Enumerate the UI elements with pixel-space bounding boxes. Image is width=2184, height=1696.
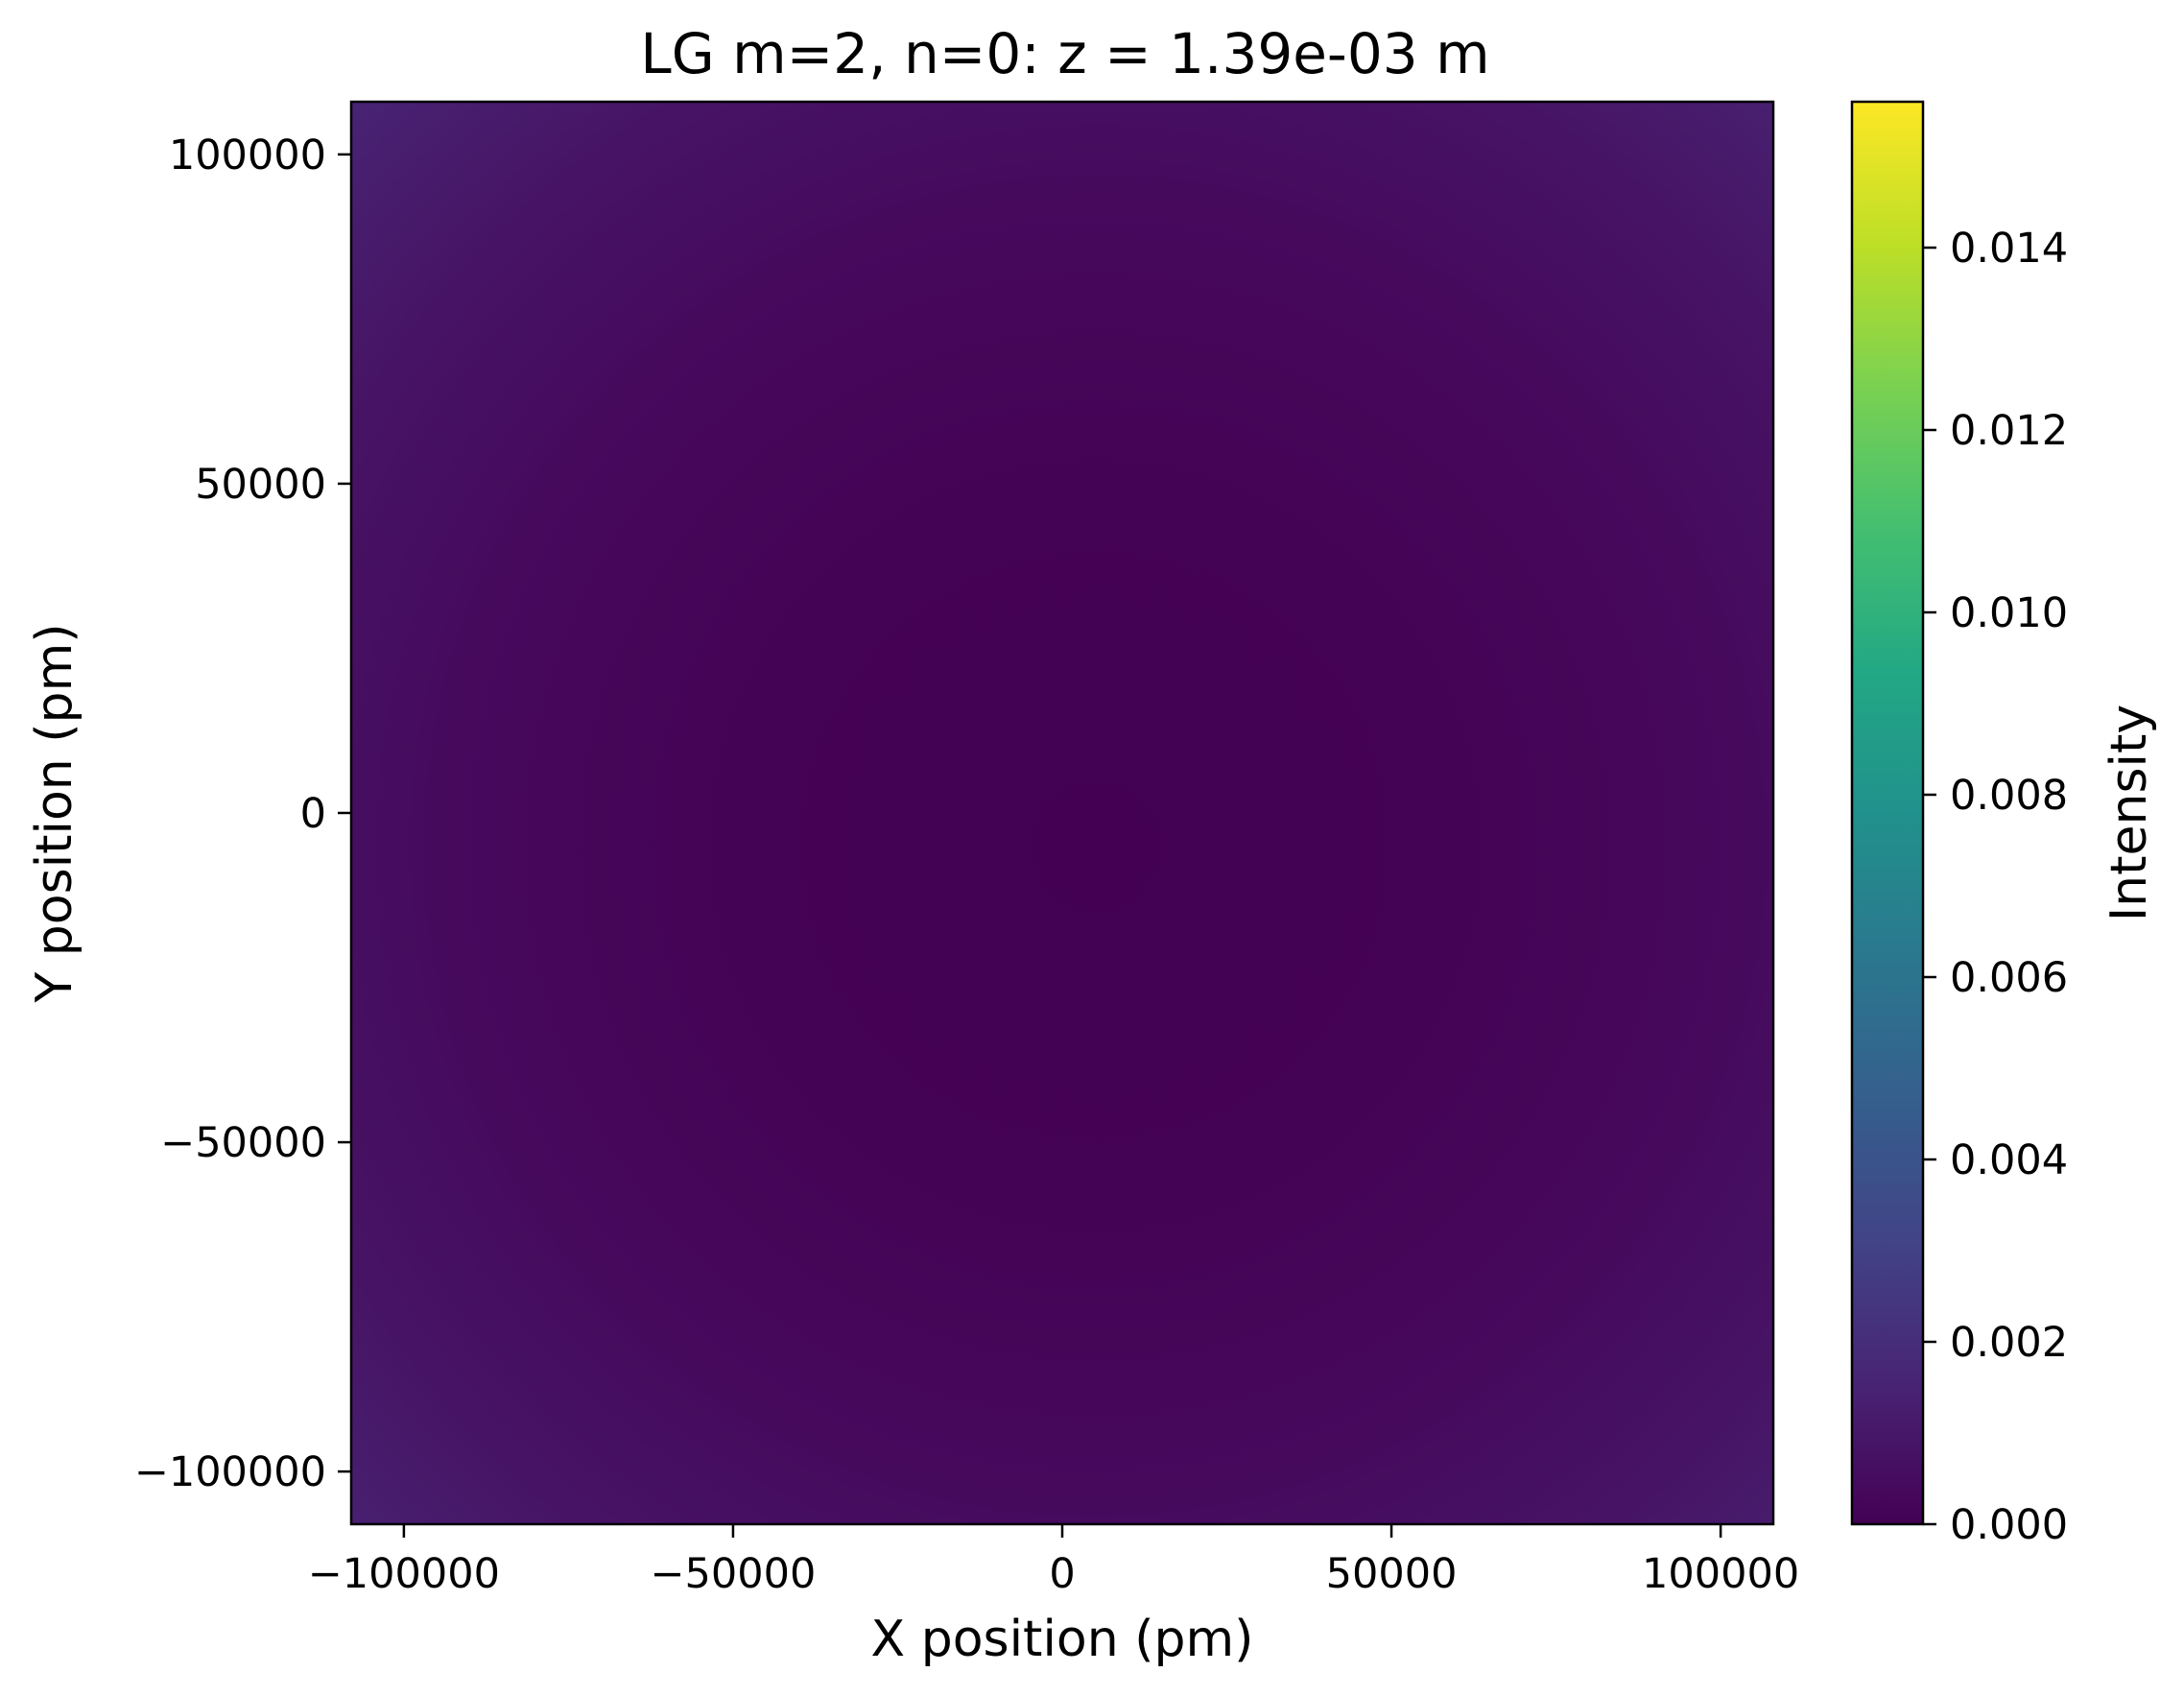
x-tick-label: −50000: [651, 1550, 817, 1598]
colorbar-tick-label: 0.012: [1950, 407, 2068, 455]
colorbar-ticks: 0.000 0.002 0.004 0.006 0.008 0.010 0.012 0.014: [1923, 225, 2068, 1549]
colorbar-label: Intensity: [2101, 705, 2158, 921]
colorbar-tick-label: 0.002: [1950, 1319, 2068, 1367]
x-tick-label: −100000: [308, 1550, 500, 1598]
x-tick-label: 0: [1049, 1550, 1075, 1598]
colorbar-tick-label: 0.010: [1950, 589, 2068, 637]
colorbar-tick-label: 0.008: [1950, 772, 2068, 820]
colorbar: [1850, 100, 1925, 1526]
y-tick-label: 50000: [195, 461, 326, 509]
colorbar-tick-label: 0.006: [1950, 954, 2068, 1002]
y-tick-label: 100000: [169, 131, 326, 179]
heatmap-field: [351, 102, 1773, 1524]
y-tick-label: −100000: [134, 1448, 326, 1496]
chart-title: LG m=2, n=0: z = 1.39e-03 m: [640, 21, 1489, 86]
x-tick-label: 100000: [1642, 1550, 1799, 1598]
x-tick-label: 50000: [1326, 1550, 1458, 1598]
y-axis-ticks: −100000 −50000 0 50000 100000: [134, 131, 351, 1496]
x-axis-ticks: −100000 −50000 0 50000 100000: [308, 1524, 1799, 1598]
colorbar-tick-label: 0.014: [1950, 225, 2068, 273]
y-axis-label: Y position (pm): [26, 623, 83, 1003]
colorbar-tick-label: 0.004: [1950, 1136, 2068, 1184]
colorbar-tick-label: 0.000: [1950, 1501, 2068, 1549]
y-tick-label: 0: [300, 790, 326, 838]
y-tick-label: −50000: [160, 1119, 326, 1167]
x-axis-label: X position (pm): [871, 1611, 1254, 1668]
